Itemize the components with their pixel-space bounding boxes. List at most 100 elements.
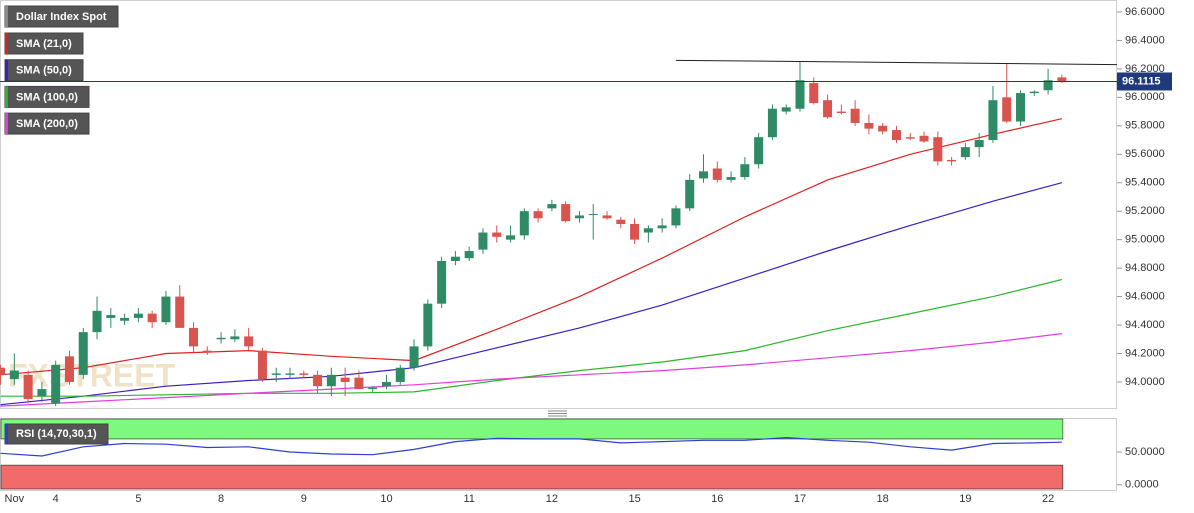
legend-swatch bbox=[5, 33, 8, 54]
x-tick-label: 9 bbox=[301, 493, 307, 505]
candle-body bbox=[1029, 91, 1039, 94]
legend-swatch bbox=[5, 86, 8, 108]
sma-line bbox=[0, 182, 1063, 406]
overbought-zone bbox=[0, 418, 1064, 440]
candle-body bbox=[850, 108, 860, 123]
main-panel-border bbox=[0, 0, 1117, 409]
x-tick-label: 10 bbox=[380, 493, 392, 505]
candle-body bbox=[947, 159, 957, 162]
oversold-zone bbox=[0, 464, 1064, 490]
y-tick-label: 96.2000 bbox=[1125, 63, 1165, 75]
candle-body bbox=[767, 108, 777, 138]
x-tick-label: 4 bbox=[53, 493, 59, 505]
rsi-panel-border bbox=[0, 418, 1117, 491]
candle-body bbox=[933, 137, 943, 162]
candle-body bbox=[561, 204, 571, 222]
candle-body bbox=[974, 140, 984, 148]
candle-body bbox=[381, 381, 391, 387]
candle-body bbox=[960, 147, 970, 158]
candle-body bbox=[230, 336, 240, 340]
y-tick-label: 95.0000 bbox=[1125, 234, 1165, 246]
legend-label: SMA (21,0) bbox=[16, 38, 72, 50]
x-tick-label: 19 bbox=[959, 493, 971, 505]
candle-body bbox=[175, 296, 185, 328]
y-tick-label: 95.4000 bbox=[1125, 177, 1165, 189]
candle-body bbox=[23, 374, 33, 400]
candle-body bbox=[423, 303, 433, 347]
y-tick-label: 96.0000 bbox=[1125, 91, 1165, 103]
y-tick-label: 95.6000 bbox=[1125, 148, 1165, 160]
candle-body bbox=[51, 364, 61, 404]
candle-body bbox=[271, 373, 281, 375]
candle-body bbox=[64, 356, 74, 382]
sma-line bbox=[0, 118, 1063, 376]
scroll-handle[interactable] bbox=[548, 410, 567, 417]
x-tick-label: 11 bbox=[463, 493, 474, 505]
candle-body bbox=[244, 336, 254, 347]
y-tick-label: 0.0000 bbox=[1125, 479, 1159, 491]
legend-label: SMA (50,0) bbox=[16, 65, 72, 77]
candle-body bbox=[726, 177, 736, 180]
candle-body bbox=[671, 208, 681, 226]
candle-body bbox=[257, 350, 267, 380]
candle-body bbox=[864, 122, 874, 129]
sma-line bbox=[0, 278, 1063, 397]
candle-body bbox=[133, 313, 143, 318]
legend-item: RSI (14,70,30,1) bbox=[4, 423, 109, 445]
candle-body bbox=[326, 374, 336, 387]
candle-body bbox=[699, 171, 709, 179]
x-tick-label: 16 bbox=[711, 493, 723, 505]
candle-body bbox=[78, 332, 88, 375]
legend-label: SMA (200,0) bbox=[16, 118, 78, 130]
candle-body bbox=[37, 389, 47, 397]
y-tick-label: 96.4000 bbox=[1125, 34, 1165, 46]
candle-body bbox=[92, 310, 102, 333]
candle-body bbox=[450, 256, 460, 261]
candle-body bbox=[616, 219, 626, 224]
candle-body bbox=[395, 367, 405, 382]
candle-body bbox=[216, 337, 226, 340]
candle-body bbox=[106, 315, 116, 318]
candle-body bbox=[823, 100, 833, 118]
y-tick-label: 95.8000 bbox=[1125, 120, 1165, 132]
candle-body bbox=[0, 367, 6, 375]
candle-body bbox=[588, 214, 598, 216]
candle-body bbox=[878, 125, 888, 132]
candle-body bbox=[781, 107, 791, 112]
x-tick-label: Nov bbox=[5, 493, 25, 505]
candle-body bbox=[836, 111, 846, 113]
y-tick-label: 94.0000 bbox=[1125, 376, 1165, 388]
last-price-box bbox=[1117, 72, 1172, 91]
candle-body bbox=[506, 235, 516, 240]
candle-body bbox=[519, 211, 529, 236]
legend-label: RSI (14,70,30,1) bbox=[16, 428, 97, 440]
candle-body bbox=[754, 137, 764, 165]
candle-body bbox=[795, 80, 805, 109]
legend-label: SMA (100,0) bbox=[16, 91, 78, 103]
legend-item: SMA (50,0) bbox=[4, 59, 84, 82]
y-tick-label: 50.0000 bbox=[1125, 446, 1165, 458]
candle-body bbox=[643, 228, 653, 233]
legend-label: Dollar Index Spot bbox=[16, 11, 107, 23]
y-tick-label: 95.2000 bbox=[1125, 205, 1165, 217]
candle-body bbox=[464, 251, 474, 259]
candle-body bbox=[712, 168, 722, 180]
candle-body bbox=[919, 135, 929, 142]
x-tick-label: 8 bbox=[218, 493, 224, 505]
candle-body bbox=[313, 374, 323, 387]
x-tick-label: 5 bbox=[135, 493, 141, 505]
watermark: FXSTREET bbox=[8, 357, 176, 393]
candle-body bbox=[685, 179, 695, 209]
candle-body bbox=[202, 350, 212, 353]
y-tick-label: 94.2000 bbox=[1125, 347, 1165, 359]
candle-body bbox=[120, 317, 130, 321]
y-tick-label: 96.6000 bbox=[1125, 6, 1165, 18]
candle-body bbox=[161, 296, 171, 323]
candle-body bbox=[905, 137, 915, 139]
candle-body bbox=[574, 215, 584, 219]
candle-body bbox=[147, 313, 157, 323]
x-tick-label: 17 bbox=[794, 493, 806, 505]
candle-body bbox=[285, 373, 295, 375]
legend-item: Dollar Index Spot bbox=[4, 5, 119, 28]
